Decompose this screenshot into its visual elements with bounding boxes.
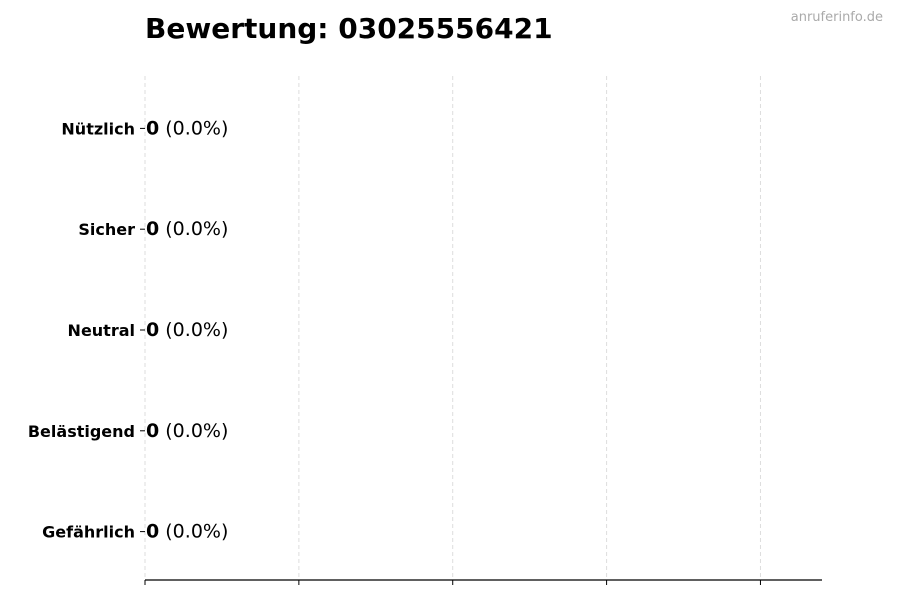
watermark: anruferinfo.de	[790, 10, 883, 25]
data-label-count: 0	[146, 521, 159, 543]
data-label-percent: (0.0%)	[159, 218, 228, 240]
y-tick-label: Belästigend	[28, 422, 135, 441]
y-tick-label: Neutral	[68, 321, 135, 340]
data-label: 0 (0.0%)	[146, 521, 228, 543]
data-label: 0 (0.0%)	[146, 319, 228, 341]
data-label-percent: (0.0%)	[159, 420, 228, 442]
data-label: 0 (0.0%)	[146, 218, 228, 240]
y-tick-label: Gefährlich	[42, 523, 135, 542]
data-label-count: 0	[146, 319, 159, 341]
data-label-percent: (0.0%)	[159, 319, 228, 341]
data-label-count: 0	[146, 218, 159, 240]
data-label: 0 (0.0%)	[146, 117, 228, 139]
data-label-percent: (0.0%)	[159, 117, 228, 139]
data-label: 0 (0.0%)	[146, 420, 228, 442]
data-label-count: 0	[146, 420, 159, 442]
y-tick-label: Nützlich	[61, 119, 135, 138]
data-label-percent: (0.0%)	[159, 521, 228, 543]
chart-title: Bewertung: 03025556421	[145, 12, 553, 45]
y-tick-label: Sicher	[78, 220, 135, 239]
data-label-count: 0	[146, 117, 159, 139]
